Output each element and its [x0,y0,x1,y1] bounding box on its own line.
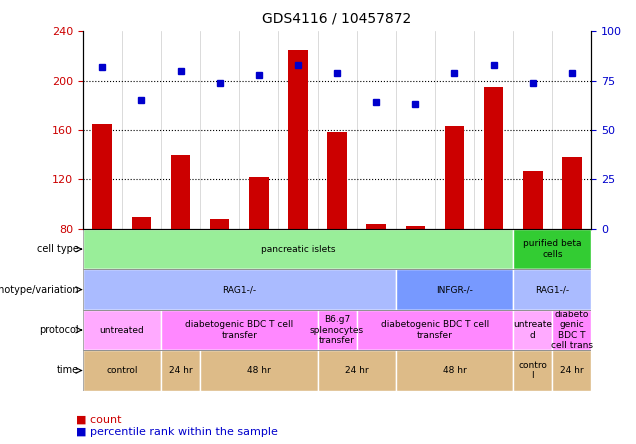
FancyBboxPatch shape [513,310,552,350]
FancyBboxPatch shape [317,350,396,391]
Text: 48 hr: 48 hr [247,366,271,375]
Text: genotype/variation: genotype/variation [0,285,79,294]
Bar [170,155,190,229]
FancyBboxPatch shape [83,229,513,270]
Bar [445,126,464,229]
FancyBboxPatch shape [513,270,591,310]
Bar [288,50,308,229]
FancyBboxPatch shape [317,310,357,350]
Bar [132,217,151,229]
Title: GDS4116 / 10457872: GDS4116 / 10457872 [263,12,411,26]
Bar [366,224,386,229]
Text: pancreatic islets: pancreatic islets [261,245,335,254]
Text: diabetogenic BDC T cell
transfer: diabetogenic BDC T cell transfer [381,320,489,340]
Text: cell type: cell type [37,244,79,254]
Text: 24 hr: 24 hr [560,366,584,375]
Text: purified beta
cells: purified beta cells [523,239,581,259]
Text: RAG1-/-: RAG1-/- [536,285,569,294]
Bar [92,124,112,229]
Text: INFGR-/-: INFGR-/- [436,285,473,294]
FancyBboxPatch shape [83,270,396,310]
Text: 24 hr: 24 hr [169,366,192,375]
Text: untreated: untreated [99,325,144,334]
Text: diabeto
genic
BDC T
cell trans: diabeto genic BDC T cell trans [551,310,593,350]
FancyBboxPatch shape [83,350,161,391]
Text: time: time [57,365,79,376]
Bar [484,87,504,229]
FancyBboxPatch shape [552,310,591,350]
FancyBboxPatch shape [200,350,317,391]
Text: RAG1-/-: RAG1-/- [222,285,256,294]
FancyBboxPatch shape [552,350,591,391]
FancyBboxPatch shape [161,350,200,391]
Text: control: control [106,366,137,375]
Text: protocol: protocol [39,325,79,335]
Bar [249,177,268,229]
FancyBboxPatch shape [83,310,161,350]
Bar [328,132,347,229]
Bar [562,157,582,229]
FancyBboxPatch shape [161,310,317,350]
FancyBboxPatch shape [357,310,513,350]
Text: diabetogenic BDC T cell
transfer: diabetogenic BDC T cell transfer [185,320,293,340]
FancyBboxPatch shape [396,270,513,310]
Text: B6.g7
splenocytes
transfer: B6.g7 splenocytes transfer [310,315,364,345]
Bar [523,171,543,229]
FancyBboxPatch shape [396,350,513,391]
Text: contro
l: contro l [518,361,547,380]
Bar [406,226,425,229]
FancyBboxPatch shape [513,229,591,270]
Text: untreate
d: untreate d [513,320,552,340]
Text: ■ count: ■ count [76,415,122,424]
Bar [210,219,230,229]
Text: 24 hr: 24 hr [345,366,368,375]
Text: ■ percentile rank within the sample: ■ percentile rank within the sample [76,427,278,436]
FancyBboxPatch shape [513,350,552,391]
Text: 48 hr: 48 hr [443,366,466,375]
